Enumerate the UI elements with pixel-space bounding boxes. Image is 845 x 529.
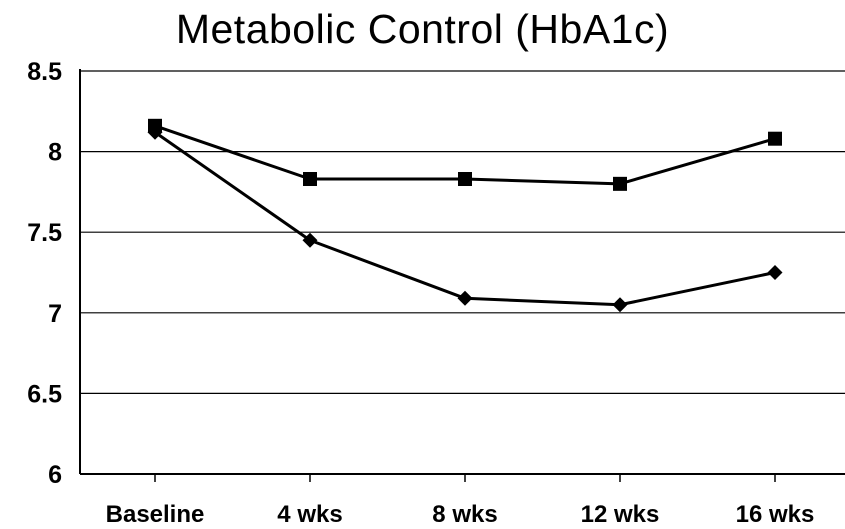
data-point-diamond xyxy=(302,232,318,248)
data-point-square xyxy=(303,172,317,187)
data-point-diamond xyxy=(767,265,783,280)
y-tick-label: 8.5 xyxy=(27,58,62,86)
x-tick-label: 4 wks xyxy=(277,501,342,528)
data-point-square xyxy=(768,131,782,146)
data-point-square xyxy=(458,172,472,187)
data-point-square xyxy=(613,176,627,191)
y-tick-label: 6 xyxy=(48,461,62,489)
x-tick-label: 16 wks xyxy=(736,501,815,528)
chart-title: Metabolic Control (HbA1c) xyxy=(175,6,670,52)
x-tick-label: 12 wks xyxy=(581,501,660,528)
x-tick-label: Baseline xyxy=(106,501,205,528)
data-point-diamond xyxy=(147,124,163,140)
y-tick-label: 7 xyxy=(48,300,62,328)
y-tick-label: 7.5 xyxy=(27,219,62,247)
data-point-diamond xyxy=(612,297,628,313)
data-point-diamond xyxy=(457,290,473,306)
y-tick-label: 8 xyxy=(48,139,62,167)
x-tick-label: 8 wks xyxy=(432,501,497,528)
y-tick-label: 6.5 xyxy=(27,380,62,408)
